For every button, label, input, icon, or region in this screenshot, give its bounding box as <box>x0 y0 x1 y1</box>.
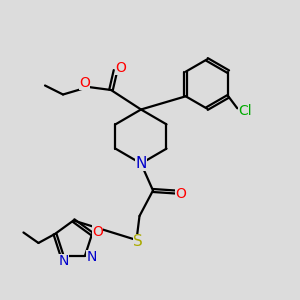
Text: O: O <box>116 61 126 75</box>
Text: N: N <box>135 156 147 171</box>
Text: Cl: Cl <box>238 104 252 118</box>
Text: O: O <box>176 187 186 200</box>
Text: O: O <box>92 226 103 239</box>
Text: N: N <box>58 254 69 268</box>
Text: S: S <box>133 234 143 249</box>
Text: O: O <box>79 76 90 90</box>
Text: N: N <box>86 250 97 264</box>
